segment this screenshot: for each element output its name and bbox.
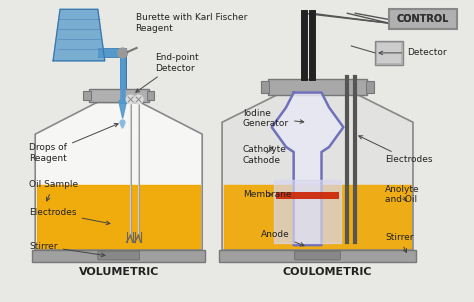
Bar	[268, 79, 367, 95]
Polygon shape	[35, 134, 202, 250]
FancyBboxPatch shape	[389, 9, 457, 29]
Text: Catholyte
Cathode: Catholyte Cathode	[243, 145, 287, 165]
Text: Burette with Karl Fischer
Reagent: Burette with Karl Fischer Reagent	[136, 13, 247, 33]
Bar	[276, 192, 339, 198]
Bar	[219, 250, 416, 262]
Circle shape	[134, 95, 143, 104]
Bar	[32, 250, 205, 262]
Text: Electrodes: Electrodes	[29, 208, 110, 225]
Text: Iodine
Generator: Iodine Generator	[243, 109, 304, 128]
Text: Anode: Anode	[261, 230, 304, 246]
FancyBboxPatch shape	[295, 251, 340, 260]
Polygon shape	[37, 185, 200, 249]
Bar	[83, 91, 91, 101]
Circle shape	[126, 95, 135, 104]
Polygon shape	[274, 180, 341, 243]
Polygon shape	[53, 9, 105, 61]
Text: CONTROL: CONTROL	[397, 14, 449, 24]
Bar	[375, 41, 403, 65]
FancyBboxPatch shape	[98, 251, 139, 260]
Polygon shape	[118, 101, 127, 118]
Text: Electrodes: Electrodes	[359, 136, 433, 164]
Text: Stirrer: Stirrer	[29, 242, 105, 257]
Text: VOLUMETRIC: VOLUMETRIC	[79, 267, 159, 277]
Text: CONTROL: CONTROL	[397, 14, 449, 24]
Text: Stirrer: Stirrer	[385, 233, 414, 252]
Polygon shape	[224, 185, 411, 249]
Text: Membrane: Membrane	[243, 190, 292, 199]
Text: Detector: Detector	[379, 48, 447, 57]
Bar	[89, 88, 148, 102]
Text: Anolyte
and Oil: Anolyte and Oil	[385, 185, 420, 204]
Polygon shape	[222, 95, 413, 250]
Circle shape	[118, 48, 128, 58]
Polygon shape	[272, 92, 343, 245]
Bar	[261, 81, 269, 92]
Text: Oil Sample: Oil Sample	[29, 180, 78, 201]
Text: COULOMETRIC: COULOMETRIC	[283, 267, 372, 277]
Text: End-point
Detector: End-point Detector	[136, 53, 199, 92]
Polygon shape	[35, 102, 202, 134]
Bar	[146, 91, 155, 101]
Text: Drops of
Reagent: Drops of Reagent	[29, 124, 118, 163]
Bar	[377, 43, 401, 63]
Bar	[366, 81, 374, 92]
